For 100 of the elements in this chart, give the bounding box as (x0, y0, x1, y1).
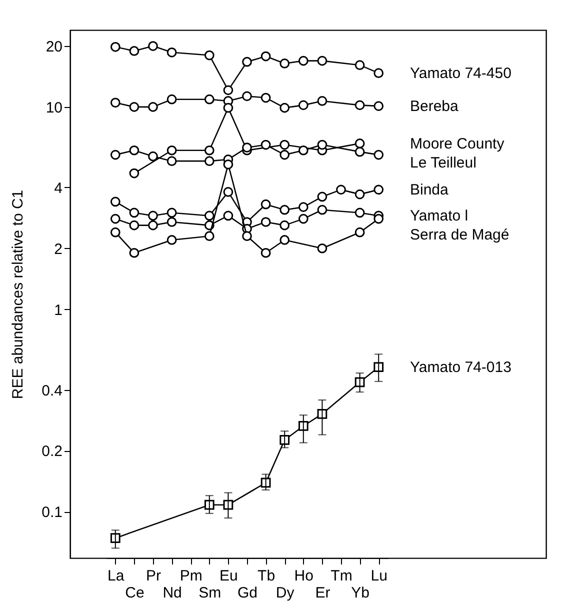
x-tick-label: Ho (294, 568, 314, 584)
point (204, 156, 214, 166)
point (374, 214, 384, 224)
point (354, 146, 365, 157)
point (110, 214, 120, 224)
point (260, 199, 271, 210)
point (223, 85, 234, 96)
point (242, 231, 252, 242)
point (260, 217, 271, 227)
point (260, 248, 271, 258)
point (242, 56, 252, 67)
series-label: Le Teilleul (410, 154, 476, 172)
point (280, 102, 290, 113)
point (260, 140, 271, 150)
y-tick-label: 0.1 (42, 504, 62, 522)
x-tick-label: Ce (125, 584, 144, 601)
point (317, 204, 328, 215)
y-tick-label: 20 (46, 38, 62, 56)
text: Moore County (410, 135, 505, 152)
point (354, 189, 365, 200)
x-tick-label: La (108, 568, 125, 584)
point (354, 100, 365, 110)
point (374, 101, 384, 111)
y-axis-title: REE abundances relative to C1 (10, 190, 27, 400)
y-tick-label: 0.2 (42, 443, 62, 460)
point (129, 248, 140, 258)
point (129, 208, 140, 218)
point (204, 94, 214, 104)
x-tick-label: Dy (276, 584, 295, 601)
point (242, 91, 252, 102)
point (166, 47, 177, 58)
point (166, 156, 177, 166)
point (110, 150, 120, 160)
series-label: Yamato 74-450 (410, 65, 512, 82)
y-tick-label: 2 (54, 240, 62, 258)
point (223, 210, 234, 221)
point (280, 140, 290, 150)
point (148, 151, 158, 162)
x-tick-label: Sm (198, 584, 222, 601)
point (110, 98, 120, 108)
x-tick-label: Lu (370, 568, 388, 584)
point (280, 235, 290, 245)
point (148, 210, 158, 221)
point (298, 214, 308, 224)
point (223, 102, 234, 113)
point (204, 210, 214, 221)
point (242, 142, 252, 152)
point (129, 145, 140, 156)
point (166, 145, 177, 156)
point (166, 94, 177, 104)
x-tick-label: Eu (220, 568, 238, 584)
point (129, 46, 140, 56)
series-label: Yamato l (410, 208, 468, 225)
point (374, 184, 384, 195)
point (129, 220, 140, 230)
point (110, 227, 120, 238)
point (317, 96, 328, 106)
point (204, 50, 214, 60)
point (148, 41, 158, 51)
y-tick-label: 1 (54, 302, 62, 319)
point (298, 202, 308, 212)
point (317, 56, 328, 66)
point (298, 145, 308, 156)
x-tick-label: Gd (237, 584, 258, 601)
series-label: Serra de Magé (410, 226, 510, 244)
point (354, 227, 365, 238)
point (317, 243, 328, 254)
point (204, 145, 214, 156)
point (354, 60, 365, 70)
point (204, 231, 214, 242)
point (148, 220, 158, 230)
point (280, 58, 290, 68)
x-tick-label: Tb (258, 568, 276, 584)
series-label: Bereba (410, 98, 460, 116)
point (260, 92, 271, 103)
x-tick-label: Pm (180, 568, 202, 584)
point (260, 51, 271, 62)
point (317, 192, 328, 202)
point (223, 187, 234, 197)
point (110, 42, 120, 52)
y-tick-label: 10 (46, 99, 62, 116)
point (280, 220, 290, 230)
point (298, 56, 308, 66)
point (354, 208, 365, 218)
x-tick-label: Tm (330, 568, 352, 584)
point (166, 208, 177, 218)
point (129, 168, 140, 178)
point (129, 102, 140, 112)
x-tick-label: Er (315, 584, 330, 601)
series-label: Binda (410, 182, 450, 199)
y-tick-label: 0.4 (42, 382, 62, 400)
point (110, 196, 120, 207)
point (148, 102, 158, 112)
y-tick-label: 4 (54, 180, 62, 197)
point (374, 68, 384, 78)
point (336, 184, 346, 195)
point (374, 150, 384, 160)
point (280, 204, 290, 215)
series-label: Yamato 74-013 (410, 359, 512, 376)
point (166, 235, 177, 245)
